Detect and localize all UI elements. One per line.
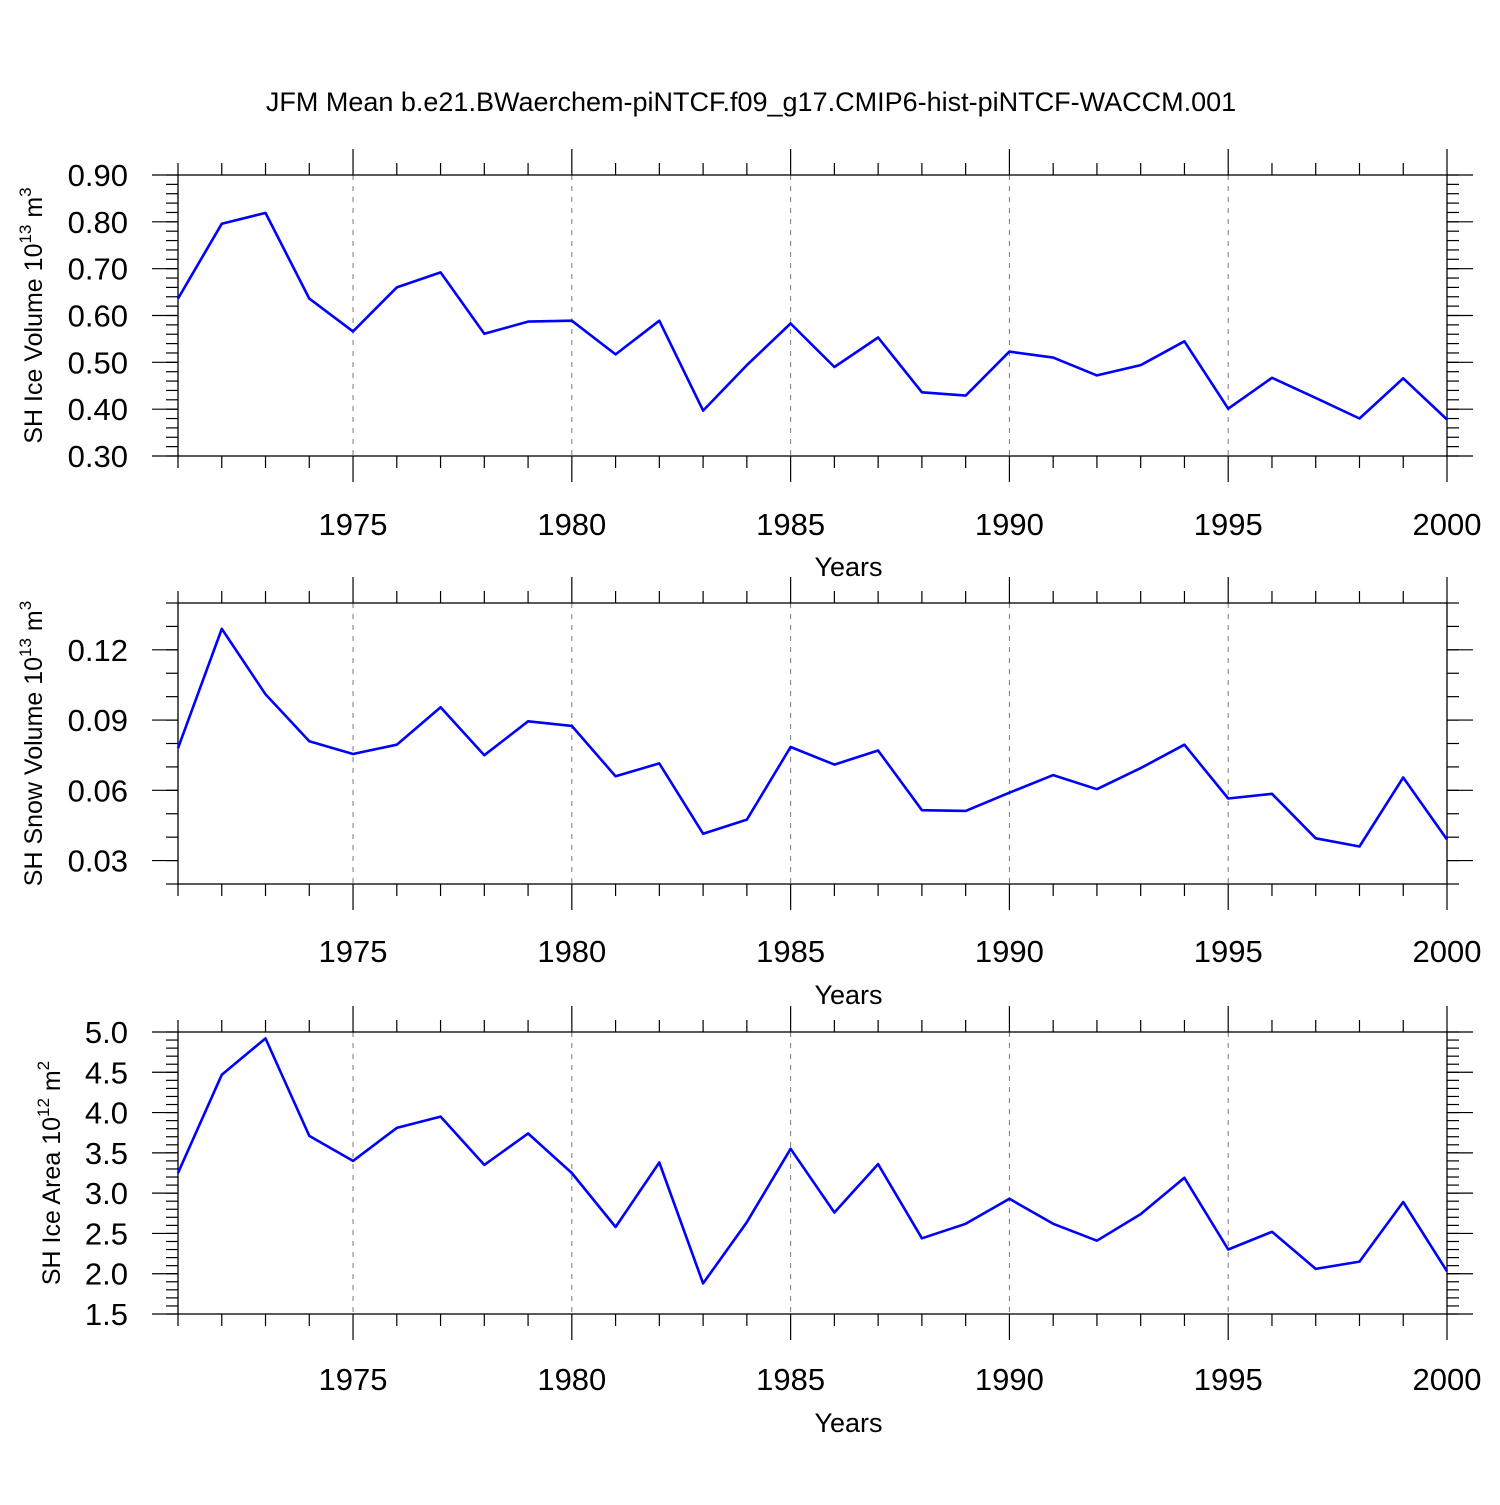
series-line — [176, 1037, 1449, 1285]
panel-1: 1975 1980 1985 1990 1995 2000 0.30 0.40 0.50 0.60… — [16, 149, 1481, 582]
y-axis-label: SH Ice Area 1012 m2 — [34, 1061, 66, 1285]
x-tick-label: 1990 — [975, 934, 1044, 969]
panels-group: 1975 1980 1985 1990 1995 2000 0.30 0.40 0.50 0.60… — [16, 149, 1481, 1438]
y-axis-label-exponent: 13 — [16, 225, 35, 244]
x-tick-label: 1975 — [319, 507, 388, 542]
x-tick-label: 2000 — [1413, 507, 1482, 542]
y-tick-label: 5.0 — [85, 1015, 128, 1050]
y-tick-label: 0.03 — [68, 844, 128, 879]
y-axis-label-unit: m — [20, 610, 48, 638]
y-axis-label-unit-exponent: 3 — [16, 187, 35, 196]
plot-frame — [177, 602, 1448, 885]
y-tick-label: 3.5 — [85, 1136, 128, 1171]
y-tick-label: 0.12 — [68, 633, 128, 668]
x-tick-label: 1985 — [756, 1362, 825, 1397]
x-tick-label: 1980 — [537, 1362, 606, 1397]
panel-3: 1975 1980 1985 1990 1995 2000 1.5 2.0 2.5 3.0 3.5 4… — [34, 1006, 1481, 1438]
x-tick-label: 1995 — [1194, 934, 1263, 969]
chart-title: JFM Mean b.e21.BWaerchem-piNTCF.f09_g17.… — [266, 87, 1236, 117]
x-tick-label: 1975 — [319, 934, 388, 969]
y-axis-label-text: SH Ice Volume 10 — [20, 244, 48, 444]
x-tick-label: 1985 — [756, 507, 825, 542]
series-line — [176, 627, 1449, 848]
y-tick-label: 1.5 — [85, 1297, 128, 1332]
y-tick-label: 4.0 — [85, 1096, 128, 1131]
x-tick-label: 2000 — [1413, 1362, 1482, 1397]
y-axis-label-exponent: 13 — [16, 638, 35, 657]
x-tick-label: 1995 — [1194, 507, 1263, 542]
y-tick-label: 4.5 — [85, 1055, 128, 1090]
panel-2: 1975 1980 1985 1990 1995 2000 0.03 0.06 0.09 0.12… — [16, 577, 1481, 1010]
y-axis-label-unit-exponent: 3 — [16, 601, 35, 610]
y-tick-label: 0.30 — [68, 439, 128, 474]
y-tick-label: 2.0 — [85, 1257, 128, 1292]
y-tick-label: 0.40 — [68, 392, 128, 427]
y-tick-label: 0.60 — [68, 299, 128, 334]
x-tick-label: 2000 — [1413, 934, 1482, 969]
x-tick-label: 1990 — [975, 1362, 1044, 1397]
x-tick-label: 1975 — [319, 1362, 388, 1397]
y-tick-label: 2.5 — [85, 1216, 128, 1251]
y-axis-label-text: SH Snow Volume 10 — [20, 657, 48, 886]
series-line — [176, 211, 1448, 421]
y-axis-label: SH Ice Volume 1013 m3 — [16, 187, 48, 443]
y-tick-label: 0.50 — [68, 345, 128, 380]
x-axis-label: Years — [814, 1408, 882, 1438]
x-axis-label: Years — [814, 552, 882, 582]
x-tick-label: 1995 — [1194, 1362, 1263, 1397]
y-axis-label-unit: m — [38, 1070, 66, 1098]
x-tick-label: 1990 — [975, 507, 1044, 542]
y-tick-label: 3.0 — [85, 1176, 128, 1211]
x-tick-label: 1985 — [756, 934, 825, 969]
y-tick-label: 0.06 — [68, 773, 128, 808]
y-axis-label-unit: m — [20, 197, 48, 225]
y-tick-label: 0.70 — [68, 252, 128, 287]
y-tick-label: 0.80 — [68, 205, 128, 240]
y-axis-label-exponent: 12 — [34, 1098, 53, 1117]
x-tick-label: 1980 — [537, 934, 606, 969]
y-axis-label: SH Snow Volume 1013 m3 — [16, 601, 48, 886]
y-tick-label: 0.09 — [68, 703, 128, 738]
plot-frame — [177, 1031, 1448, 1315]
y-axis-label-text: SH Ice Area 10 — [38, 1117, 66, 1285]
y-tick-label: 0.90 — [68, 158, 128, 193]
y-axis-label-unit-exponent: 2 — [34, 1061, 53, 1070]
x-axis-label: Years — [814, 980, 882, 1010]
x-tick-label: 1980 — [537, 507, 606, 542]
